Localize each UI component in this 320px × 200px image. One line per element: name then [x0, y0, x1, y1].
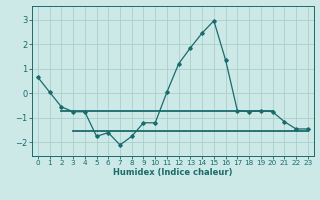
X-axis label: Humidex (Indice chaleur): Humidex (Indice chaleur) [113, 168, 233, 177]
